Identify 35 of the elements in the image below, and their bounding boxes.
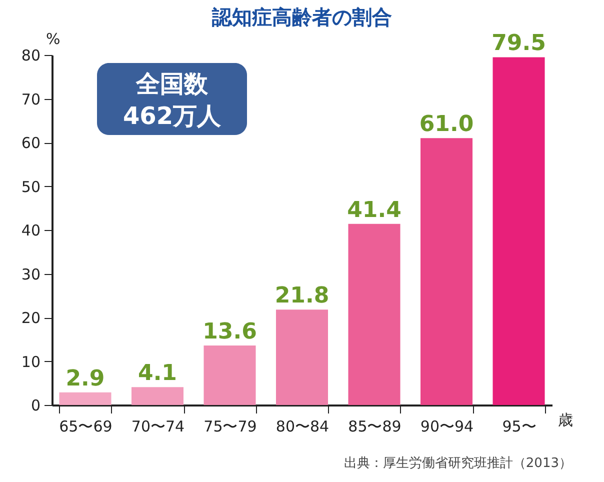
source-note: 出典：厚生労働省研究班推計（2013） <box>344 456 572 471</box>
y-axis-title: % <box>46 30 60 48</box>
y-tick-label: 70 <box>21 90 40 108</box>
x-tick-label: 85〜89 <box>348 418 402 436</box>
data-label: 21.8 <box>274 284 330 309</box>
x-axis-title: 歳 <box>558 411 573 429</box>
bar <box>348 224 400 405</box>
bar <box>420 138 473 405</box>
x-tick-label: 90〜94 <box>420 418 474 436</box>
y-tick-label: 20 <box>21 309 40 327</box>
data-label: 41.4 <box>347 198 402 223</box>
bar <box>492 57 545 405</box>
y-tick-label: 0 <box>30 396 40 414</box>
bar <box>59 392 112 405</box>
y-tick-label: 50 <box>21 178 40 196</box>
y-tick-label: 80 <box>21 46 40 64</box>
y-tick-label: 40 <box>21 222 40 240</box>
data-label: 79.5 <box>492 31 546 56</box>
data-label: 13.6 <box>202 320 257 344</box>
bar <box>131 387 184 405</box>
x-tick-label: 95〜 <box>502 418 536 436</box>
y-tick-label: 30 <box>21 265 40 284</box>
bar <box>204 346 256 405</box>
annotation: 全国数 462万人 <box>122 70 222 130</box>
y-tick-label: 60 <box>21 134 40 152</box>
x-tick-label: 65〜69 <box>59 418 112 436</box>
x-tick-label: 75〜79 <box>204 418 257 436</box>
y-tick-label: 10 <box>21 352 40 371</box>
chart-title: 認知症高齢者の割合 <box>211 5 392 29</box>
x-tick-label: 70〜74 <box>131 418 185 436</box>
x-tick-label: 80〜84 <box>276 418 330 436</box>
bar <box>276 310 328 405</box>
data-label: 61.0 <box>419 112 474 138</box>
data-label: 4.1 <box>138 361 177 386</box>
data-label: 2.9 <box>66 366 105 392</box>
